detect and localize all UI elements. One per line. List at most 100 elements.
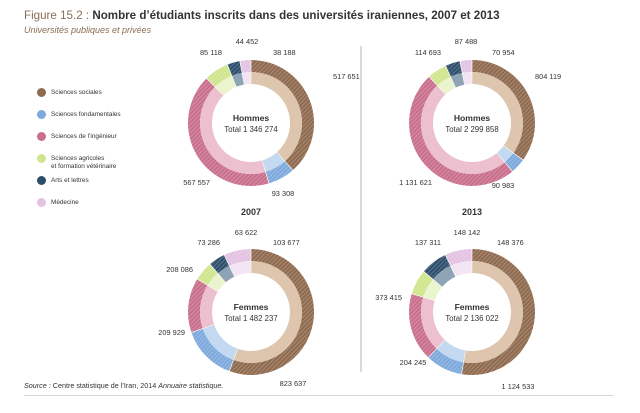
legend-label: Sciences fondamentales: [51, 111, 121, 118]
segment-fundamental-inner: [202, 324, 238, 360]
segment-arts-hatch: [445, 61, 462, 77]
figure-title-text: Nombre d’étudiants inscrits dans des uni…: [92, 9, 500, 22]
value-label-agriculture: 85 118: [200, 48, 222, 57]
legend-swatch: [37, 88, 46, 97]
value-label-fundamental: 90 983: [492, 181, 515, 190]
value-label-arts: 148 142: [454, 228, 481, 237]
year-label-2013: 2013: [462, 207, 482, 217]
segment-engineering-inner: [199, 285, 218, 329]
segment-medicine-inner: [242, 72, 251, 85]
legend-label: Arts et lettres: [51, 177, 89, 184]
value-label-medicine: 38 188: [273, 48, 296, 57]
value-label-agriculture: 137 311: [415, 238, 441, 247]
segment-medicine-hatch: [445, 249, 472, 266]
segment-fundamental-hatch: [504, 153, 523, 172]
segment-agriculture-hatch: [197, 264, 218, 286]
value-label-social: 804 119: [535, 72, 561, 81]
value-label-medicine: 103 677: [273, 238, 300, 247]
segment-arts-inner: [433, 265, 456, 287]
segment-arts-hatch: [210, 255, 230, 274]
segment-arts-inner: [218, 265, 235, 283]
segment-engineering-inner: [420, 85, 505, 175]
segment-arts-inner: [450, 73, 465, 88]
value-label-medicine: 148 376: [497, 238, 524, 247]
center-total-label: Total 1 482 237: [224, 314, 277, 323]
segment-social-inner: [251, 72, 303, 161]
value-label-medicine: 70 954: [492, 48, 515, 57]
legend-swatch: [37, 176, 46, 185]
segment-engineering-inner: [200, 87, 266, 174]
segment-fundamental-inner: [262, 152, 285, 172]
segment-arts-hatch: [227, 61, 242, 76]
segment-social-inner: [472, 72, 524, 153]
center-group-label: Hommes: [233, 113, 270, 123]
legend-label: Sciences agricoles et formation vétérina…: [51, 155, 117, 170]
bottom-rule: [24, 395, 614, 396]
donut-femmes-2007: Femmes Total 1 482 237 823 637 209 929 208 0…: [158, 228, 315, 388]
value-label-arts: 44 452: [236, 37, 259, 46]
source-text: Centre statistique de l’Iran, 2014: [52, 381, 159, 390]
value-label-agriculture: 114 693: [415, 48, 441, 57]
legend-label: Sciences sociales: [51, 89, 102, 96]
segment-agriculture-hatch: [206, 64, 232, 87]
legend-swatch: [37, 132, 46, 141]
center-group-label: Hommes: [454, 113, 491, 123]
legend-label: Médecine: [51, 199, 79, 206]
segment-medicine-inner: [450, 261, 472, 277]
value-label-arts: 87 488: [455, 37, 478, 46]
center-group-label: Femmes: [455, 302, 490, 312]
center-total-label: Total 2 136 022: [445, 314, 498, 323]
segment-fundamental-hatch: [428, 348, 464, 375]
segment-engineering-hatch: [188, 279, 208, 333]
value-label-engineering: 208 086: [166, 265, 193, 274]
segment-agriculture-inner: [423, 279, 442, 301]
donut-hommes-2007: Hommes Total 1 346 274 517 651 93 308 567 55…: [183, 37, 359, 198]
segment-medicine-inner: [462, 72, 472, 85]
segment-agriculture-hatch: [429, 65, 451, 86]
value-label-engineering: 373 415: [375, 293, 402, 302]
value-label-agriculture: 73 286: [197, 238, 220, 247]
figure-number: Figure 15.2 :: [24, 9, 90, 22]
center-group-label: Femmes: [234, 302, 269, 312]
segment-fundamental-inner: [436, 340, 466, 363]
segment-social-hatch: [461, 249, 536, 375]
figure-title: Figure 15.2 : Nombre d’étudiants inscrit…: [24, 9, 500, 22]
value-label-fundamental: 204 245: [400, 358, 427, 367]
year-label-2007: 2007: [241, 207, 261, 217]
segment-social-hatch: [472, 60, 535, 160]
figure-subtitle: Universités publiques et privées: [24, 25, 152, 35]
legend-swatch: [37, 110, 46, 119]
segment-agriculture-inner: [215, 75, 237, 96]
segment-social-inner: [233, 261, 302, 363]
segment-medicine-hatch: [460, 60, 472, 73]
segment-fundamental-inner: [497, 146, 514, 162]
segment-arts-hatch: [424, 255, 451, 279]
value-label-arts: 63 622: [235, 228, 258, 237]
value-label-engineering: 567 557: [183, 178, 210, 187]
source-book: Annuaire statistique.: [158, 381, 224, 390]
value-label-fundamental: 209 929: [158, 328, 185, 337]
segment-engineering-hatch: [409, 77, 513, 186]
segment-social-inner: [463, 261, 523, 363]
segment-medicine-inner: [229, 261, 251, 277]
segment-social-hatch: [251, 60, 315, 170]
segment-medicine-hatch: [240, 60, 251, 73]
segment-agriculture-inner: [437, 76, 456, 95]
value-label-engineering: 1 131 621: [399, 178, 432, 187]
segment-engineering-hatch: [409, 294, 437, 358]
legend-label: Sciences de l’ingénieur: [51, 133, 117, 140]
segment-fundamental-hatch: [265, 161, 293, 184]
source-prefix: Source :: [24, 381, 53, 390]
donut-femmes-2013: Femmes Total 2 136 022 1 124 533 204 245 373…: [375, 228, 536, 391]
center-total-label: Total 2 299 858: [445, 125, 498, 134]
value-label-fundamental: 93 308: [272, 189, 295, 198]
segment-agriculture-inner: [207, 273, 226, 292]
value-label-social: 823 637: [280, 379, 307, 388]
figure-source: Source : Centre statistique de l’Iran, 2…: [24, 381, 223, 390]
center-total-label: Total 1 346 274: [224, 125, 278, 134]
segment-engineering-hatch: [187, 78, 269, 186]
segment-fundamental-hatch: [191, 328, 234, 372]
donut-hommes-2013: Hommes Total 2 299 858 804 119 90 983 1 131 …: [399, 37, 561, 190]
segment-arts-inner: [232, 72, 244, 87]
